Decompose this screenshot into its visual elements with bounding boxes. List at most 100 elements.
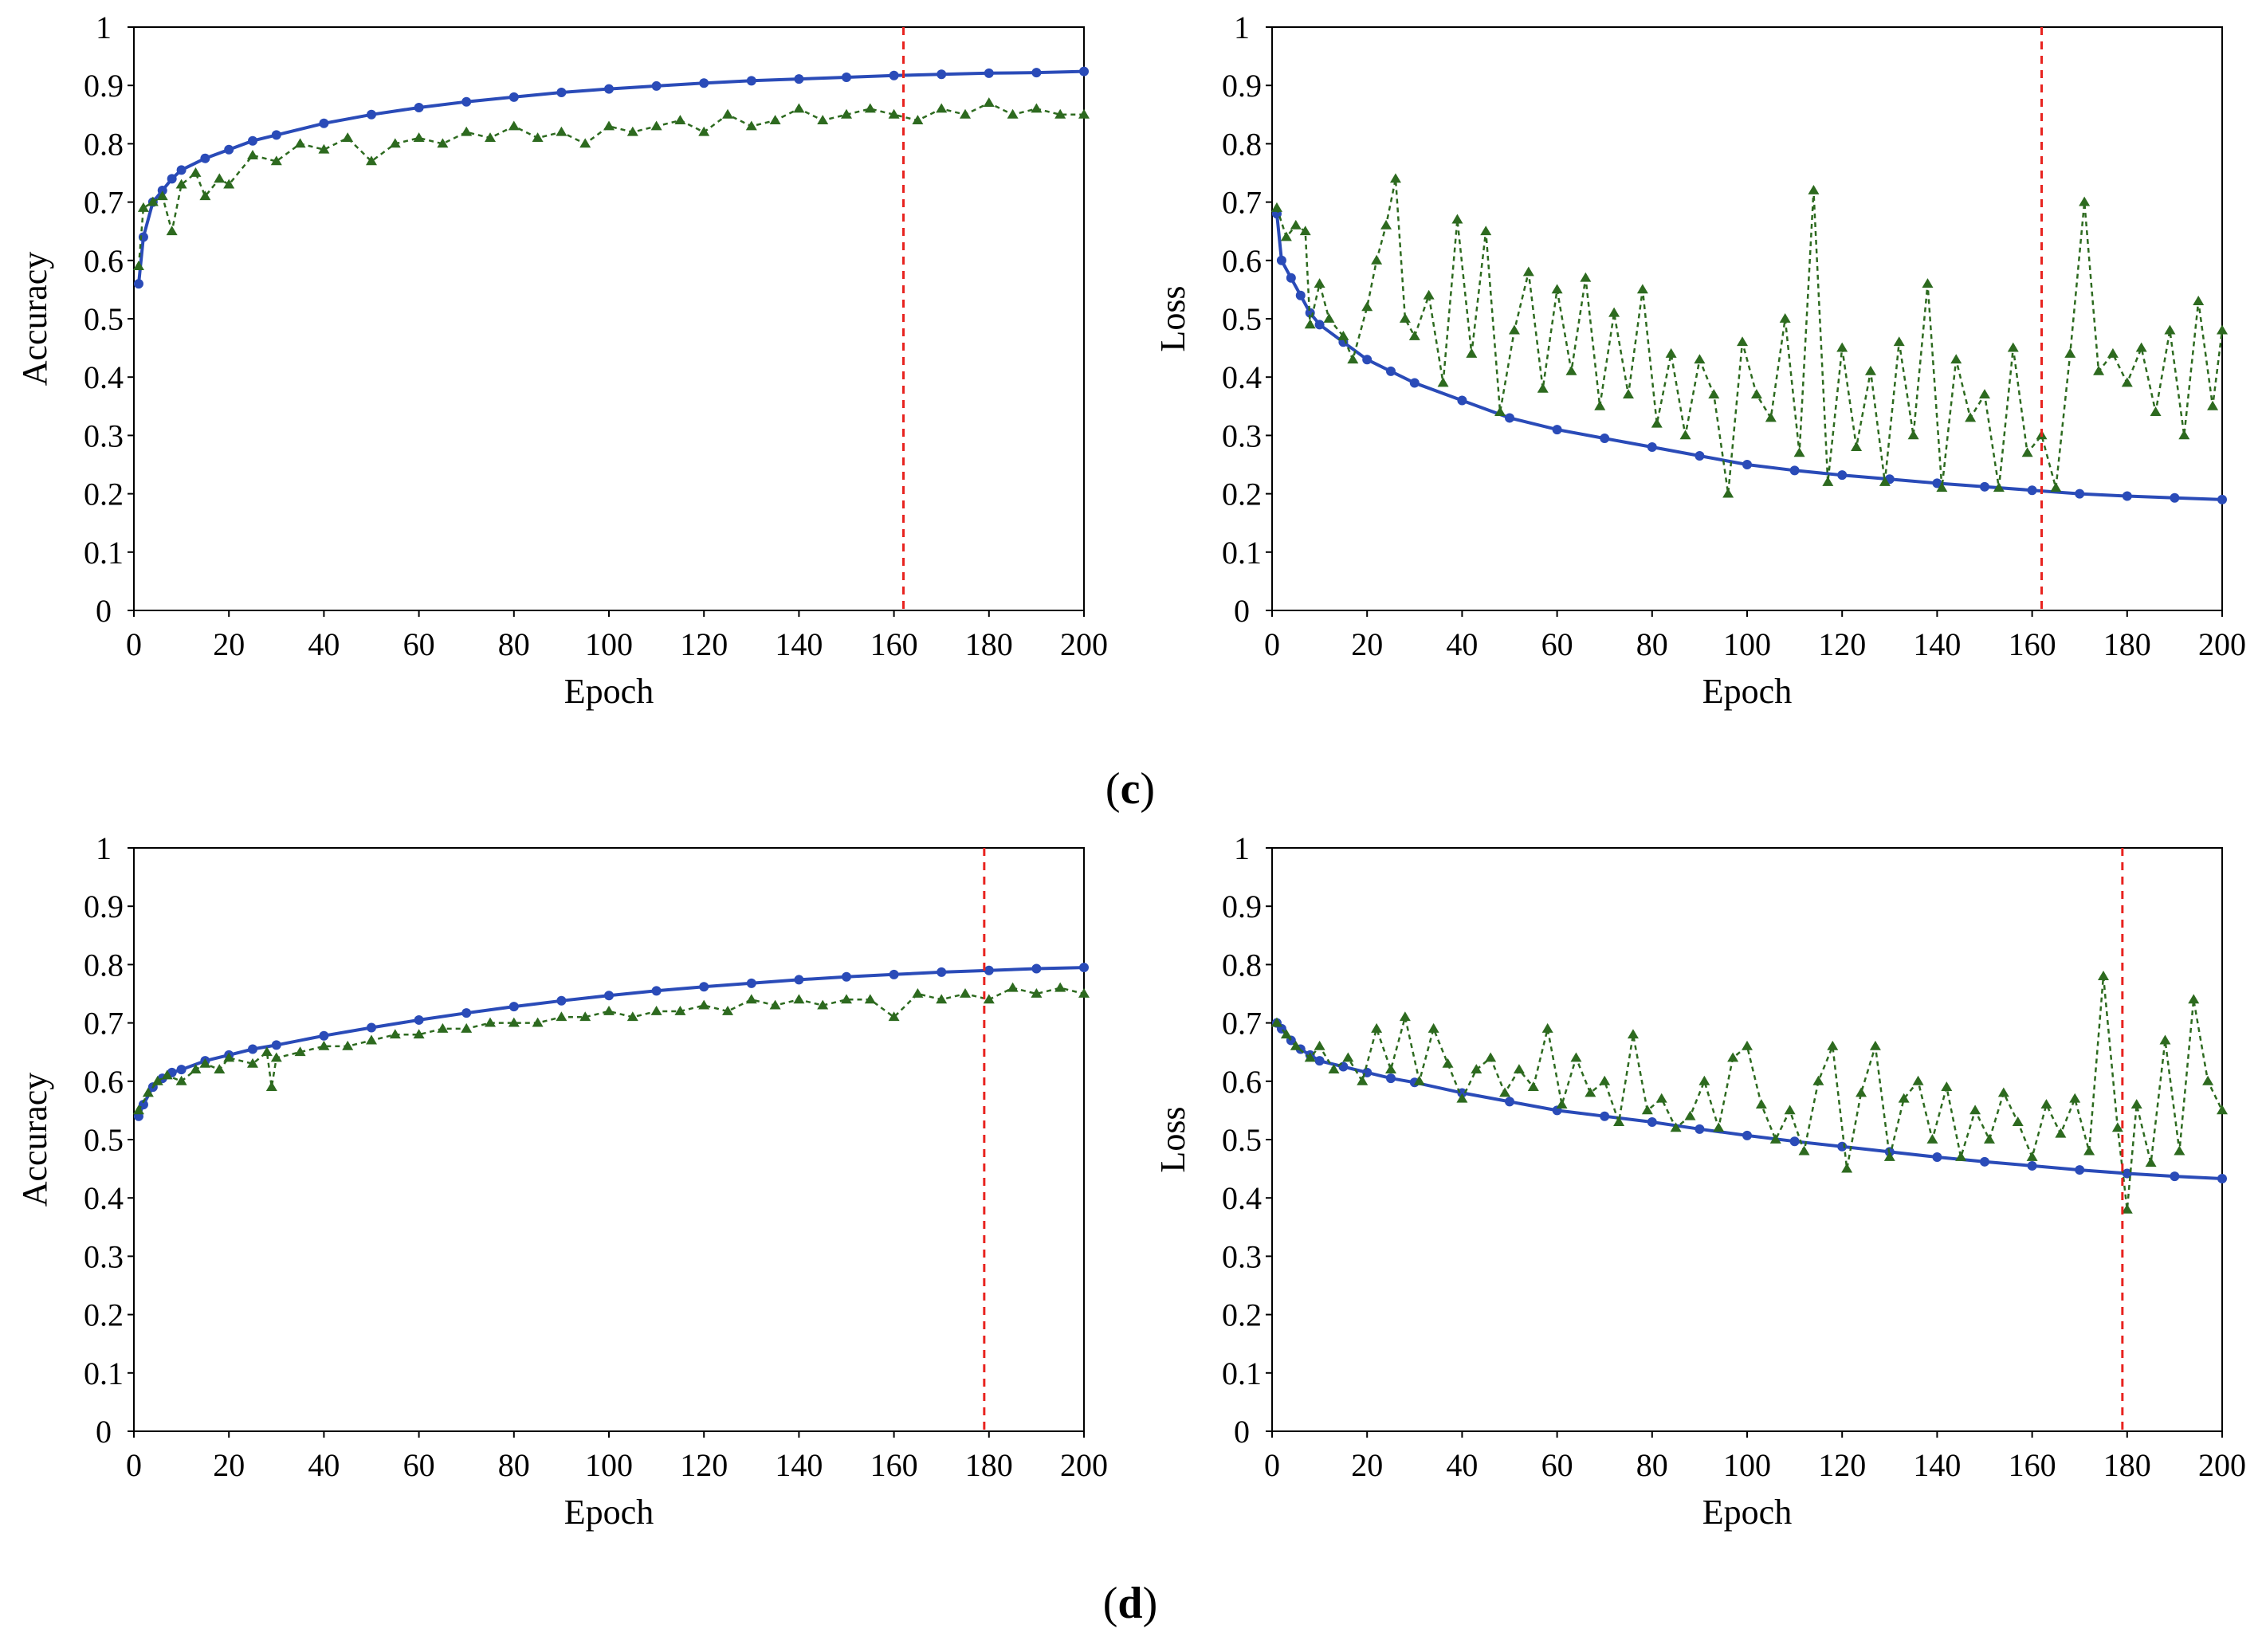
d-loss-xlabel: Epoch bbox=[1702, 1493, 1792, 1532]
d-accuracy-validation-point bbox=[223, 1052, 235, 1062]
d-loss-ylabel: Loss bbox=[1153, 1106, 1192, 1172]
d-loss-validation-point bbox=[2145, 1157, 2157, 1167]
c-loss-validation-point bbox=[1380, 219, 1392, 230]
d-loss-train-point bbox=[1695, 1124, 1705, 1134]
c-accuracy-train-point bbox=[224, 144, 234, 155]
c-accuracy-train-point bbox=[319, 118, 329, 128]
c-accuracy-train-point bbox=[1079, 66, 1089, 77]
c-loss-validation-point bbox=[1922, 278, 1934, 288]
c-loss-validation-point bbox=[1950, 354, 1962, 364]
c-accuracy-ytick-label: 0.5 bbox=[84, 301, 124, 337]
c-loss-validation-point bbox=[1636, 284, 1648, 294]
d-loss-validation-point bbox=[1556, 1099, 1568, 1109]
d-accuracy-train-point bbox=[842, 971, 851, 982]
d-accuracy-validation-point bbox=[485, 1017, 496, 1027]
c-loss-validation-point bbox=[1893, 336, 1905, 347]
c-accuracy-ylabel: Accuracy bbox=[15, 252, 54, 387]
c-loss-xtick-label: 180 bbox=[2103, 626, 2151, 662]
c-loss-train-point bbox=[1600, 434, 1610, 444]
c-loss-validation-point bbox=[1522, 266, 1534, 277]
d-accuracy-xlabel: Epoch bbox=[564, 1493, 654, 1532]
c-loss-train-point bbox=[2075, 489, 2085, 499]
caption-c: (c) bbox=[1105, 764, 1155, 814]
d-accuracy-validation-point bbox=[1031, 988, 1043, 998]
d-accuracy-validation-point bbox=[983, 994, 995, 1004]
c-accuracy-xlabel: Epoch bbox=[564, 672, 654, 711]
c-accuracy-validation-point bbox=[175, 179, 187, 189]
c-loss-train-point bbox=[2122, 491, 2132, 501]
c-accuracy-train-point bbox=[984, 68, 994, 78]
c-accuracy-xtick-label: 80 bbox=[498, 626, 530, 662]
c-loss-train-point bbox=[1789, 465, 1800, 476]
c-loss-validation-point bbox=[1665, 347, 1677, 358]
d-accuracy-train-point bbox=[319, 1030, 329, 1041]
c-accuracy-train-point bbox=[461, 96, 472, 107]
d-loss-validation-point bbox=[1627, 1029, 1639, 1039]
d-loss-validation-point bbox=[1471, 1064, 1482, 1074]
d-accuracy-train-point bbox=[651, 986, 662, 996]
c-loss-validation-point bbox=[1466, 347, 1478, 358]
d-accuracy-validation-point bbox=[888, 1011, 900, 1022]
c-accuracy-xtick-label: 120 bbox=[680, 626, 728, 662]
c-loss-validation-point bbox=[1793, 447, 1805, 457]
d-loss-validation-point bbox=[1641, 1105, 1653, 1115]
c-loss-plot-frame bbox=[1271, 26, 2223, 611]
d-loss-validation-line bbox=[1276, 975, 2224, 1210]
c-accuracy-train-point bbox=[200, 153, 210, 163]
c-loss-validation-point bbox=[1323, 313, 1335, 323]
d-loss-validation-point bbox=[2098, 971, 2109, 980]
c-loss-xtick-label: 120 bbox=[1818, 626, 1866, 662]
c-loss-validation-point bbox=[1779, 313, 1791, 323]
d-loss-validation-point bbox=[1585, 1087, 1596, 1097]
c-loss-validation-point bbox=[1494, 406, 1506, 417]
c-accuracy-validation-point bbox=[698, 126, 710, 136]
c-accuracy-train-point bbox=[937, 69, 947, 80]
c-loss-validation-point bbox=[2107, 347, 2119, 358]
d-loss-validation-point bbox=[2217, 1105, 2228, 1115]
c-accuracy-train-point bbox=[248, 135, 257, 146]
c-loss-validation-point bbox=[1836, 342, 1848, 352]
d-loss-ytick-label: 0.3 bbox=[1222, 1238, 1262, 1274]
panel-d-loss: 0 0.1 0.2 0.3 0.4 0.5 0.6 0.7 0.8 0.9 1 0 20 40 60 80 10… bbox=[1153, 830, 2246, 1532]
d-loss-validation-point bbox=[2083, 1145, 2095, 1156]
c-accuracy-train-point bbox=[651, 80, 662, 91]
d-loss-validation-point bbox=[1541, 1022, 1553, 1033]
c-loss-xtick-label: 20 bbox=[1351, 626, 1383, 662]
d-loss-train-point bbox=[2075, 1165, 2085, 1175]
d-loss-ytick-label: 0.9 bbox=[1222, 889, 1262, 924]
c-accuracy-train-point bbox=[556, 87, 567, 97]
d-loss-xtick-label: 180 bbox=[2103, 1447, 2151, 1483]
c-accuracy-validation-point bbox=[199, 190, 211, 201]
c-loss-validation-point bbox=[2217, 324, 2228, 335]
c-loss-validation-point bbox=[1371, 254, 1383, 265]
c-loss-validation-point bbox=[2064, 347, 2076, 358]
d-loss-train-point bbox=[2170, 1171, 2180, 1182]
c-accuracy-validation-point bbox=[864, 103, 876, 113]
d-loss-validation-point bbox=[1997, 1087, 2009, 1097]
d-loss-validation-point bbox=[2202, 1075, 2214, 1085]
c-loss-validation-point bbox=[1750, 389, 1762, 399]
c-loss-train-point bbox=[1295, 290, 1306, 300]
c-loss-validation-point bbox=[1408, 330, 1420, 340]
c-loss-validation-point bbox=[1551, 284, 1563, 294]
c-accuracy-train-point bbox=[842, 72, 851, 82]
d-accuracy-validation-point bbox=[437, 1022, 449, 1033]
c-loss-validation-point bbox=[1608, 307, 1620, 317]
d-accuracy-train-point bbox=[937, 967, 947, 977]
d-loss-validation-point bbox=[1955, 1151, 1967, 1161]
d-loss-train-point bbox=[1386, 1073, 1396, 1084]
c-loss-xtick-label: 60 bbox=[1541, 626, 1573, 662]
d-accuracy-ytick-label: 0 bbox=[96, 1414, 112, 1450]
d-loss-validation-point bbox=[2130, 1099, 2142, 1109]
d-accuracy-validation-point bbox=[556, 1011, 567, 1022]
d-accuracy-validation-point bbox=[342, 1040, 354, 1050]
d-loss-ytick-label: 1 bbox=[1234, 830, 1250, 866]
d-loss-validation-point bbox=[1926, 1134, 1938, 1144]
c-loss-validation-point bbox=[1936, 482, 1948, 492]
c-accuracy-validation-point bbox=[841, 108, 852, 119]
c-accuracy-train-point bbox=[414, 103, 424, 113]
d-loss-validation-point bbox=[1713, 1122, 1725, 1132]
c-loss-train-point bbox=[1505, 413, 1514, 423]
d-loss-xtick-label: 200 bbox=[2198, 1447, 2246, 1483]
